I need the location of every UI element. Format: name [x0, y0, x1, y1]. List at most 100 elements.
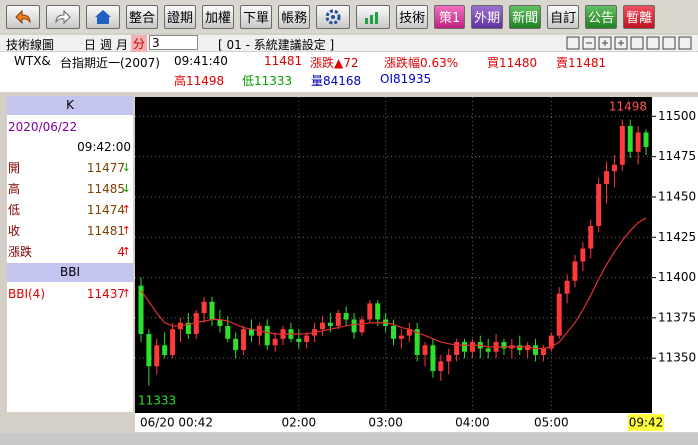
volume: 量84168 — [311, 74, 362, 88]
tool-button[interactable]: 技術 — [396, 4, 429, 29]
tool-button[interactable]: 加權 — [202, 4, 235, 29]
candle-body — [469, 342, 475, 352]
period-tab[interactable]: 日 — [84, 38, 97, 52]
candle-body — [454, 342, 460, 355]
candle-body — [193, 313, 199, 334]
bid: 買11480 — [487, 56, 538, 70]
home-button[interactable] — [86, 4, 120, 29]
x-tick-label: 06/20 00:42 — [140, 416, 213, 430]
y-tick-label: 11450 — [658, 189, 696, 203]
min-annotation: 11333 — [138, 394, 176, 408]
candle-body — [580, 248, 586, 262]
chart-icon — [365, 11, 379, 24]
candle-body — [248, 329, 254, 336]
y-tick-label: 11500 — [658, 109, 696, 123]
tool-button[interactable]: 外期 — [471, 4, 504, 29]
tool-button[interactable]: 暫離 — [623, 4, 656, 29]
candle-body — [438, 361, 444, 372]
x-tick-label: 04:00 — [455, 416, 490, 430]
candle-body — [146, 334, 152, 367]
y-tick-label: 11375 — [658, 310, 696, 324]
x-tick-label: 05:00 — [534, 416, 569, 430]
chart-tools — [566, 36, 692, 50]
forward-icon — [55, 9, 71, 24]
status-strip — [0, 433, 698, 445]
candle-body — [201, 301, 207, 314]
period-tab[interactable]: 月 — [116, 38, 129, 52]
candle-body — [398, 335, 404, 339]
candle-body — [643, 132, 649, 147]
candle-body — [446, 354, 452, 362]
settings-button[interactable] — [316, 4, 351, 29]
candle-body — [351, 319, 357, 333]
candle-body — [343, 313, 349, 320]
tool-button[interactable]: 新聞 — [509, 4, 542, 29]
candle-body — [406, 329, 412, 336]
period-tab[interactable]: 週 — [100, 38, 113, 52]
setting-label[interactable]: [ 01 - 系統建議設定 ] — [218, 38, 335, 52]
quote-row: WTX& 台指期近一(2007) 09:41:40 11481 漲跌▲72 漲跌… — [0, 52, 698, 70]
current-time-box — [628, 414, 664, 431]
symbol: WTX& — [14, 54, 51, 68]
y-tick-label: 11475 — [658, 149, 696, 163]
row-arrow: ↑ — [121, 224, 131, 237]
candle-body — [564, 280, 570, 294]
row-label: 開 — [8, 161, 21, 175]
candle-body — [422, 345, 428, 355]
row-label: 低 — [8, 203, 21, 217]
candle-body — [359, 319, 365, 333]
candle-body — [619, 126, 625, 165]
candle-body — [367, 303, 373, 320]
candle-body — [596, 184, 602, 226]
candle-body — [556, 293, 562, 336]
candle-body — [517, 345, 523, 351]
tool-button[interactable]: 帳務 — [278, 4, 311, 29]
row-value: 11481 — [86, 224, 125, 238]
row-arrow: ↑ — [121, 287, 131, 300]
tool-button[interactable]: 證期 — [164, 4, 197, 29]
candle-body — [225, 325, 231, 339]
candle-body — [375, 303, 381, 320]
candle-body — [185, 322, 191, 334]
row-value: 4 — [117, 245, 125, 259]
home-icon — [95, 9, 111, 24]
row-value: 11437 — [86, 287, 125, 301]
y-tick-label: 11400 — [658, 270, 696, 284]
candle-body — [540, 348, 546, 355]
tool-button[interactable]: 策1 — [434, 4, 466, 29]
tool-button[interactable]: 下單 — [240, 4, 273, 29]
back-icon — [15, 9, 31, 24]
candle-body — [533, 345, 539, 355]
candle-body — [209, 301, 215, 320]
high: 高11498 — [174, 74, 225, 88]
forward-button[interactable] — [46, 4, 80, 29]
candle-body — [138, 285, 144, 334]
candle-body — [635, 132, 641, 152]
row-label: 收 — [8, 224, 21, 238]
candle-body — [170, 329, 176, 355]
candle-body — [241, 329, 247, 351]
interval-select[interactable]: 3 — [149, 35, 198, 50]
candlestick-chart: 11350 11375 11400 11425 11450 11475 11500 06/20… — [135, 97, 698, 432]
change-percent: 漲跌幅0.63% — [384, 56, 459, 70]
period-tab[interactable]: 分 — [131, 35, 148, 52]
chart-button[interactable] — [356, 4, 391, 29]
tool-button[interactable]: 自訂 — [547, 4, 580, 29]
x-tick-label: 03:00 — [368, 416, 403, 430]
bar-date: 2020/06/22 — [8, 120, 78, 134]
open-interest: OI81935 — [380, 72, 432, 86]
back-button[interactable] — [6, 4, 40, 29]
candle-body — [233, 338, 239, 351]
bar-time: 09:42:00 — [77, 140, 131, 154]
row-arrow: ↓ — [121, 182, 131, 195]
candle-body — [264, 325, 270, 346]
change: 漲跌▲72 — [310, 56, 359, 70]
x-tick-label: 02:00 — [282, 416, 317, 430]
tool-button[interactable]: 整合 — [126, 4, 159, 29]
candle-body — [604, 171, 610, 185]
candle-body — [335, 313, 341, 326]
tool-button[interactable]: 公告 — [585, 4, 618, 29]
candle-body — [154, 345, 160, 367]
